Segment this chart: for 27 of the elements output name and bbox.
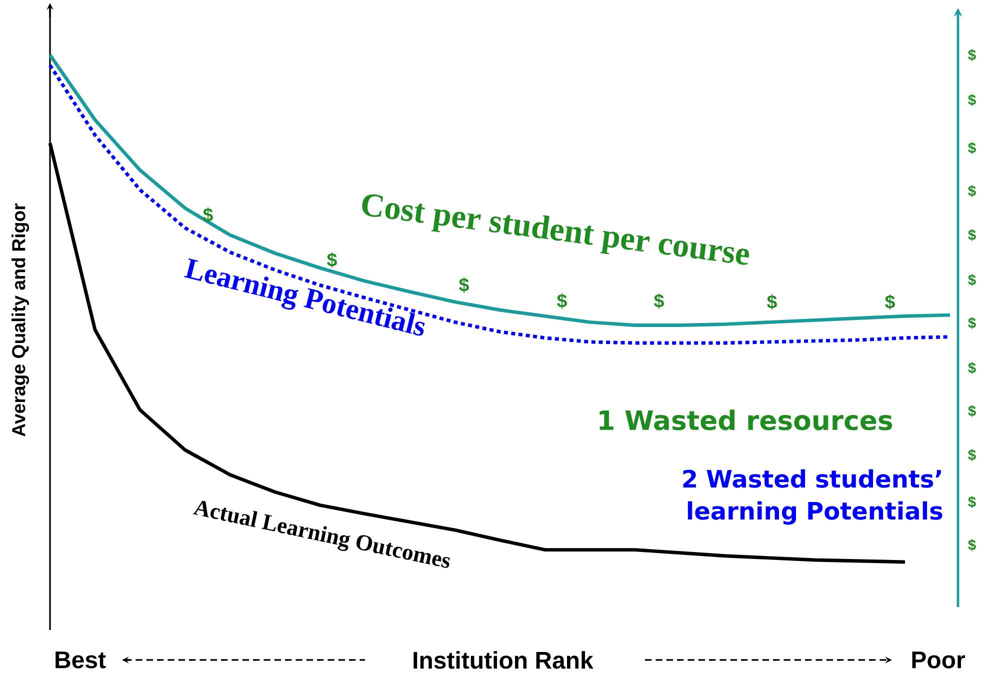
annotation: $: [459, 277, 469, 293]
annotation: $: [654, 293, 664, 309]
text: Best: [56, 652, 106, 668]
annotation: $: [968, 405, 976, 417]
text: Poor: [912, 652, 965, 668]
text: Actual Learning Outcomes: [193, 500, 450, 568]
annotation: $: [968, 449, 976, 461]
annotation: $: [885, 294, 895, 310]
annotation: $: [968, 317, 976, 329]
annotation: $: [968, 49, 976, 61]
annotation: $: [968, 229, 976, 241]
annotation: $: [968, 274, 976, 286]
annotation: $: [968, 94, 976, 106]
annotation: $: [767, 294, 777, 310]
x-axis-title: Institution Rank: [414, 651, 594, 669]
annotation: $: [968, 496, 976, 508]
annotation: 2 Wasted students’ learning Potentials: [683, 469, 942, 525]
annotation: $: [968, 185, 976, 197]
annotation: $: [968, 362, 976, 374]
annotation: $: [327, 252, 337, 268]
annotation: $: [557, 293, 567, 309]
y-axis-title: Average Quality and Rigor: [12, 203, 30, 436]
annotation: $: [203, 207, 213, 223]
text: Cost per student per course: [362, 194, 749, 265]
annotation: 1 Wasted resources: [600, 410, 892, 430]
annotation: $: [968, 539, 976, 551]
annotation: $: [968, 142, 976, 154]
